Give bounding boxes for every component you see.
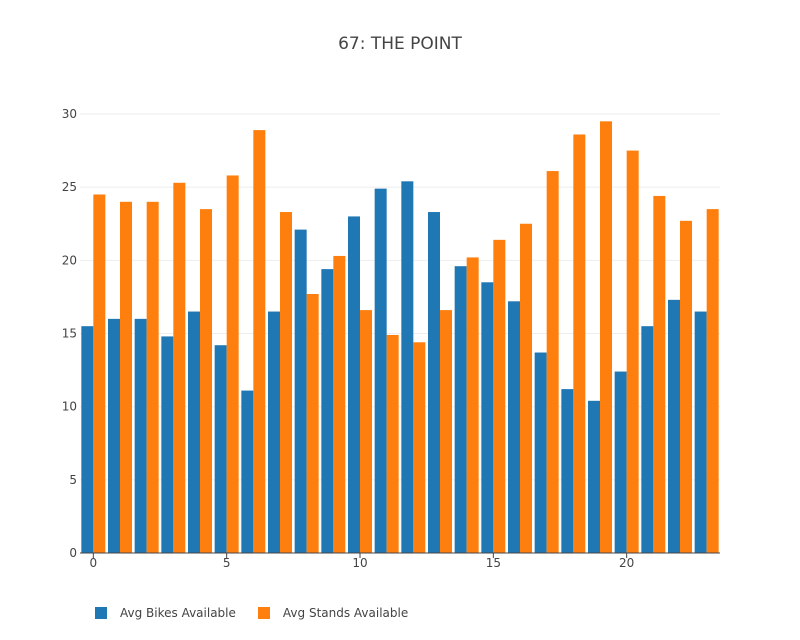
bars [81, 121, 719, 554]
bar-bikes [294, 229, 307, 553]
y-tick-label: 20 [62, 253, 77, 267]
legend-label-stands: Avg Stands Available [282, 606, 409, 620]
y-tick-label: 5 [69, 473, 77, 487]
legend-item-bikes[interactable]: Avg Bikes Available [95, 606, 236, 620]
bar-bikes [481, 282, 494, 553]
bar-stands [680, 220, 692, 553]
x-tick-label: 10 [352, 556, 367, 570]
bar-stands [173, 182, 186, 553]
bar-stands [93, 194, 106, 553]
bar-bikes [454, 266, 467, 553]
legend-swatch-bikes [95, 607, 107, 619]
bar-bikes [641, 326, 654, 553]
bar-bikes [428, 212, 440, 553]
bar-stands [520, 223, 532, 553]
bar-stands [413, 342, 426, 553]
bar-bikes [508, 301, 520, 553]
bar-bikes [694, 311, 707, 553]
bar-bikes [374, 188, 387, 553]
bar-stands [253, 130, 266, 553]
bar-bikes [214, 345, 227, 553]
x-tick-label: 15 [486, 556, 501, 570]
bar-stands [466, 257, 479, 553]
bar-stands [360, 310, 372, 553]
bar-stands [653, 195, 666, 554]
bar-bikes [241, 390, 254, 553]
chart-title: 67: THE POINT [338, 34, 462, 54]
y-tick-label: 10 [62, 400, 77, 414]
bar-stands [146, 201, 159, 554]
legend-swatch-stands [257, 607, 270, 619]
bar-bikes [561, 389, 574, 553]
axes: 0 5 10 15 20 25 30 0 5 10 15 20 [62, 107, 720, 570]
y-tick-label: 30 [62, 107, 77, 121]
bar-bikes [134, 318, 147, 553]
bar-stands [546, 171, 559, 553]
bar-stands [626, 150, 639, 554]
bar-bikes [188, 311, 200, 553]
y-tick-label: 0 [69, 546, 77, 560]
y-tick-label: 25 [62, 180, 77, 194]
bar-stands [600, 121, 612, 554]
bar-bikes [81, 326, 94, 553]
bar-stands [573, 134, 586, 553]
bar-stands [333, 255, 346, 553]
bar-bikes [401, 181, 414, 553]
x-tick-label: 5 [223, 556, 231, 570]
bar-stands [440, 310, 452, 553]
bar-bikes [161, 336, 174, 553]
bar-stands [386, 334, 399, 553]
bar-bikes [321, 269, 334, 553]
bar-bikes [668, 299, 680, 553]
bar-bikes [614, 371, 627, 553]
bar-bikes [534, 352, 547, 553]
bar-stands [226, 175, 239, 553]
x-tick-label: 0 [90, 556, 98, 570]
bar-stands [493, 239, 506, 553]
gridlines [80, 113, 720, 481]
bar-bikes [348, 216, 360, 553]
bar-stands [706, 209, 719, 553]
legend-label-bikes: Avg Bikes Available [120, 606, 236, 620]
bar-bikes [108, 318, 120, 553]
bar-stands [306, 293, 319, 553]
legend-item-stands[interactable]: Avg Stands Available [257, 606, 409, 620]
bar-stands [200, 209, 212, 553]
bar-stands [280, 212, 292, 553]
bar-bikes [588, 400, 600, 553]
legend: Avg Bikes Available Avg Stands Available [95, 606, 430, 620]
bar-stands [120, 201, 132, 554]
bar-bikes [268, 311, 280, 553]
x-tick-label: 20 [619, 556, 634, 570]
y-tick-label: 15 [62, 327, 77, 341]
